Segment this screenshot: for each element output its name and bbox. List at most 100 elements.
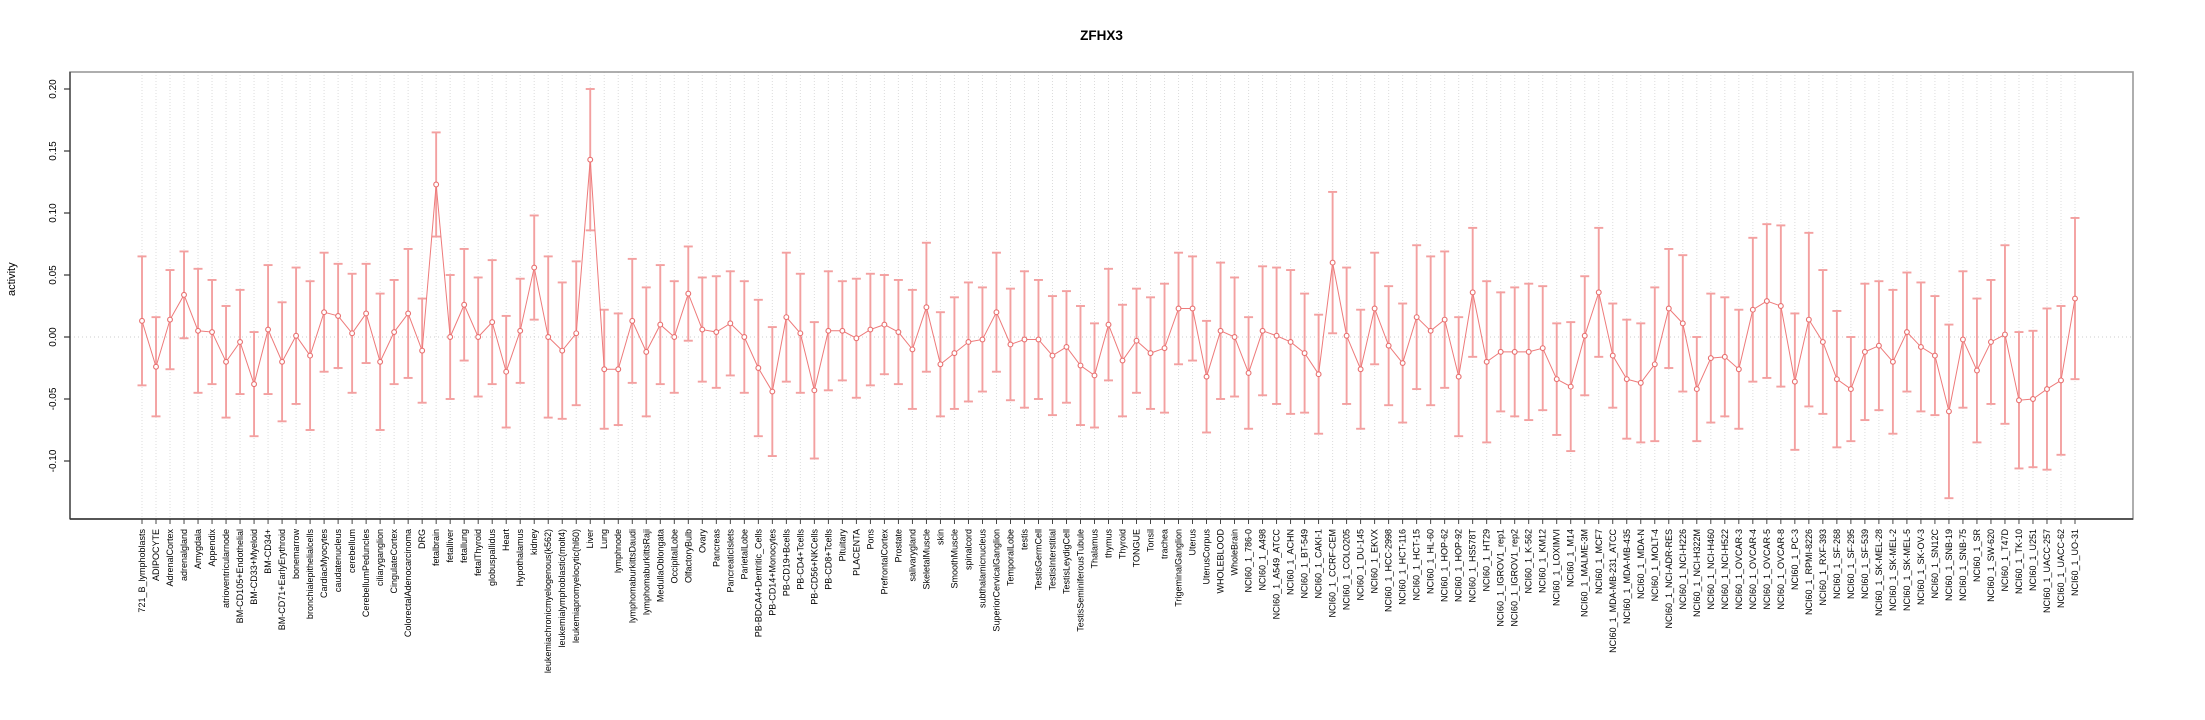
svg-text:NCI60_1_DU-145: NCI60_1_DU-145 [1356, 529, 1366, 601]
svg-text:UterusCorpus: UterusCorpus [1202, 529, 1212, 585]
data-point [1707, 355, 1714, 362]
svg-text:PrefrontalCortex: PrefrontalCortex [879, 529, 889, 595]
svg-text:TestisGermCell: TestisGermCell [1033, 529, 1043, 590]
data-point [1273, 332, 1280, 339]
data-point [475, 334, 482, 340]
svg-text:Uterus: Uterus [1188, 529, 1198, 556]
svg-text:SkeletalMuscle: SkeletalMuscle [921, 529, 931, 590]
svg-text:PB-CD8+Tcells: PB-CD8+Tcells [823, 529, 833, 590]
svg-text:MedullaOblongata: MedullaOblongata [655, 529, 665, 602]
data-point [1539, 345, 1546, 352]
svg-text:BM-CD105+Endothelial: BM-CD105+Endothelial [235, 529, 245, 623]
data-point [657, 321, 664, 328]
data-point [195, 327, 201, 334]
svg-text:NCI60_1_COLO205: NCI60_1_COLO205 [1342, 529, 1352, 610]
data-point [1007, 341, 1014, 348]
svg-text:CardiacMyocytes: CardiacMyocytes [319, 529, 329, 599]
y-axis: 0.20 0.15 0.10 0.05 0.00 -0.05 -0.10 [48, 79, 70, 472]
svg-text:PLACENTA: PLACENTA [851, 529, 861, 576]
data-point [1665, 305, 1672, 312]
svg-text:NCI60_1_SF-295: NCI60_1_SF-295 [1846, 529, 1856, 599]
data-point [503, 368, 510, 375]
svg-text:TestisInterstitial: TestisInterstitial [1047, 529, 1057, 591]
data-point [881, 321, 888, 328]
data-point [1693, 386, 1700, 393]
svg-text:Pituitary: Pituitary [837, 529, 847, 562]
data-point [853, 335, 860, 342]
data-point [1063, 343, 1070, 350]
svg-text:thymus: thymus [1104, 529, 1114, 559]
svg-text:NCI60_1_CAKI-1: NCI60_1_CAKI-1 [1314, 529, 1324, 599]
data-point [1427, 327, 1434, 334]
data-point [209, 329, 215, 335]
svg-text:kidney: kidney [529, 529, 539, 556]
svg-text:WholeBrain: WholeBrain [1230, 529, 1240, 576]
data-point [181, 291, 187, 298]
svg-text:NCI60_1_OVCAR-4: NCI60_1_OVCAR-4 [1748, 529, 1758, 610]
data-point [1441, 316, 1448, 323]
svg-text:skin: skin [935, 529, 945, 545]
svg-text:NCI60_1_CCRF-CEM: NCI60_1_CCRF-CEM [1328, 529, 1338, 618]
data-point [1959, 336, 1966, 343]
data-point [769, 388, 776, 395]
data-point [699, 326, 706, 333]
svg-text:NCI60_1_RXF-393: NCI60_1_RXF-393 [1818, 529, 1828, 606]
svg-text:NCI60_1_SW-620: NCI60_1_SW-620 [1986, 529, 1996, 602]
svg-text:NCI60_1_HT29: NCI60_1_HT29 [1482, 529, 1492, 592]
data-point [1287, 339, 1294, 345]
data-point [811, 387, 818, 394]
svg-text:NCI60_1_MCF7: NCI60_1_MCF7 [1594, 529, 1604, 594]
data-point [251, 381, 258, 388]
svg-text:PB-CD4+Tcells: PB-CD4+Tcells [795, 529, 805, 590]
svg-text:PB-CD56+NKCells: PB-CD56+NKCells [809, 529, 819, 605]
svg-text:ciliaryganglion: ciliaryganglion [375, 529, 385, 586]
data-point [979, 336, 986, 343]
svg-text:NCI60_1_SNB-19: NCI60_1_SNB-19 [1944, 529, 1954, 601]
svg-text:Tonsil: Tonsil [1146, 529, 1156, 552]
svg-text:lymphomaburkittsDaudi: lymphomaburkittsDaudi [627, 529, 637, 623]
data-point [1875, 342, 1882, 349]
data-point [1637, 379, 1644, 386]
data-point [237, 339, 244, 345]
data-point [1651, 361, 1658, 368]
svg-text:NCI60_1_MOLT-4: NCI60_1_MOLT-4 [1650, 529, 1660, 601]
svg-text:NCI60_1_EKVX: NCI60_1_EKVX [1370, 529, 1380, 594]
data-point [433, 181, 440, 188]
data-point [531, 264, 538, 271]
svg-text:BM-CD33+Myeloid: BM-CD33+Myeloid [249, 529, 259, 605]
data-point [1035, 336, 1042, 343]
svg-text:NCI60_1_K-562: NCI60_1_K-562 [1524, 529, 1534, 594]
data-point [1231, 334, 1238, 340]
svg-text:721_B_lymphoblasts: 721_B_lymphoblasts [137, 529, 147, 613]
data-point [139, 317, 145, 324]
data-point [1133, 337, 1140, 344]
data-point [419, 347, 426, 354]
data-point [1973, 367, 1980, 374]
data-point [1077, 362, 1084, 369]
svg-text:TemporalLobe: TemporalLobe [1005, 529, 1015, 586]
svg-text:PB-CD19+Bcells: PB-CD19+Bcells [781, 529, 791, 597]
svg-text:CingulateCortex: CingulateCortex [389, 529, 399, 594]
data-point [1217, 327, 1224, 334]
data-point [1931, 352, 1938, 359]
data-point [2016, 397, 2022, 404]
data-point [447, 334, 454, 340]
data-point [293, 332, 300, 339]
data-point [727, 320, 734, 327]
svg-text:NCI60_1_MDA-MB-435: NCI60_1_MDA-MB-435 [1622, 529, 1632, 624]
data-point [1609, 352, 1616, 359]
data-point [405, 310, 412, 317]
data-point [1301, 350, 1308, 357]
svg-text:ADIPOCYTE: ADIPOCYTE [151, 529, 161, 581]
svg-text:Amygdala: Amygdala [193, 529, 203, 569]
data-point [615, 366, 622, 373]
data-point [2058, 377, 2064, 384]
svg-text:BM-CD71+EarlyErythroid: BM-CD71+EarlyErythroid [277, 529, 287, 630]
svg-text:fetallung: fetallung [459, 529, 469, 563]
svg-text:NCI60_1_HS578T: NCI60_1_HS578T [1468, 529, 1478, 603]
svg-text:SuperiorCervicalGanglion: SuperiorCervicalGanglion [991, 529, 1001, 632]
data-point [1483, 358, 1490, 365]
data-point [1259, 327, 1266, 334]
